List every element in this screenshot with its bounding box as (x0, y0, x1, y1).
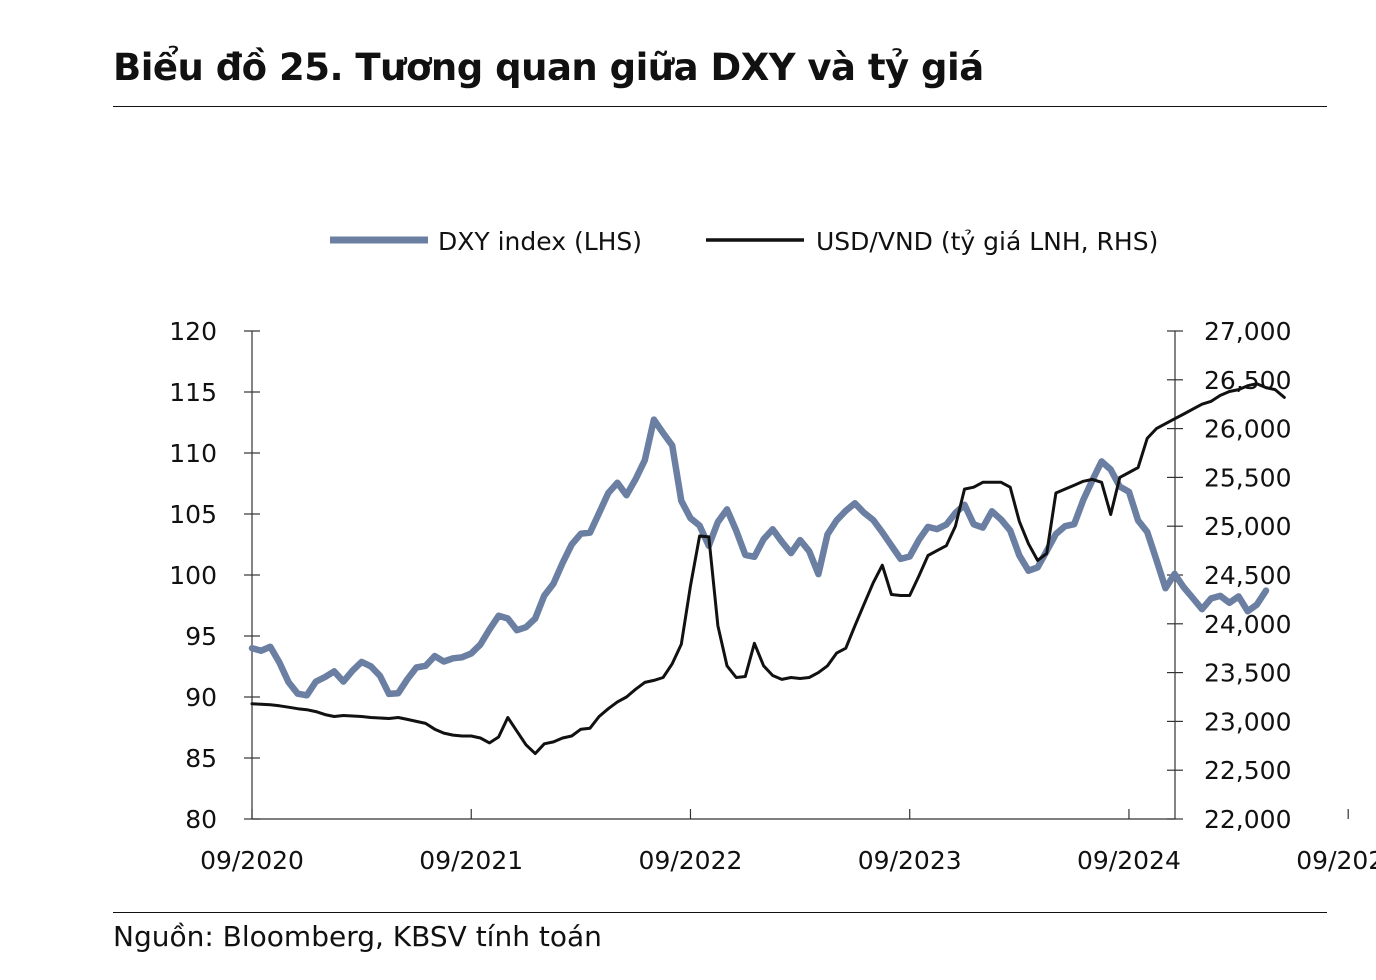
right-tick-label: 24,500 (1204, 561, 1291, 590)
right-tick-label: 25,000 (1204, 512, 1291, 541)
left-tick-label: 95 (185, 622, 217, 651)
right-tick-label: 23,000 (1204, 707, 1291, 736)
right-tick-label: 23,500 (1204, 659, 1291, 688)
left-tick-label: 120 (169, 317, 217, 346)
axes: 80 85 90 95 100 105 110 115 120 22,000 22,500 23,00… (169, 317, 1376, 875)
x-tick-label: 09/2022 (639, 846, 743, 875)
plot-lines (248, 382, 1286, 756)
title-divider (113, 106, 1327, 107)
source-divider (113, 912, 1327, 913)
left-tick-label: 80 (185, 805, 217, 834)
x-tick-label: 09/2021 (419, 846, 523, 875)
left-tick-label: 105 (169, 500, 217, 529)
right-tick-label: 22,500 (1204, 756, 1291, 785)
left-tick-label: 100 (169, 561, 217, 590)
legend: DXY index (LHS) USD/VND (tỷ giá LNH, RHS… (330, 227, 1158, 256)
left-tick-label: 115 (169, 378, 217, 407)
legend-usdvnd-label: USD/VND (tỷ giá LNH, RHS) (816, 227, 1158, 256)
left-tick-label: 85 (185, 744, 217, 773)
x-tick-label: 09/2024 (1077, 846, 1181, 875)
usdvnd-line (250, 382, 1286, 756)
x-tick-label: 09/2025 (1296, 846, 1376, 875)
left-tick-label: 90 (185, 683, 217, 712)
right-tick-label: 27,000 (1204, 317, 1291, 346)
x-tick-label: 09/2020 (200, 846, 304, 875)
legend-dxy-label: DXY index (LHS) (438, 227, 642, 256)
chart-title: Biểu đồ 25. Tương quan giữa DXY và tỷ gi… (113, 46, 984, 89)
x-tick-label: 09/2023 (858, 846, 962, 875)
right-tick-label: 25,500 (1204, 463, 1291, 492)
source-note: Nguồn: Bloomberg, KBSV tính toán (113, 920, 602, 953)
chart-area: DXY index (LHS) USD/VND (tỷ giá LNH, RHS… (169, 227, 1376, 875)
dxy-line (248, 416, 1270, 699)
right-tick-label: 26,000 (1204, 415, 1291, 444)
right-tick-label: 24,000 (1204, 610, 1291, 639)
left-tick-label: 110 (169, 439, 217, 468)
right-tick-label: 22,000 (1204, 805, 1291, 834)
